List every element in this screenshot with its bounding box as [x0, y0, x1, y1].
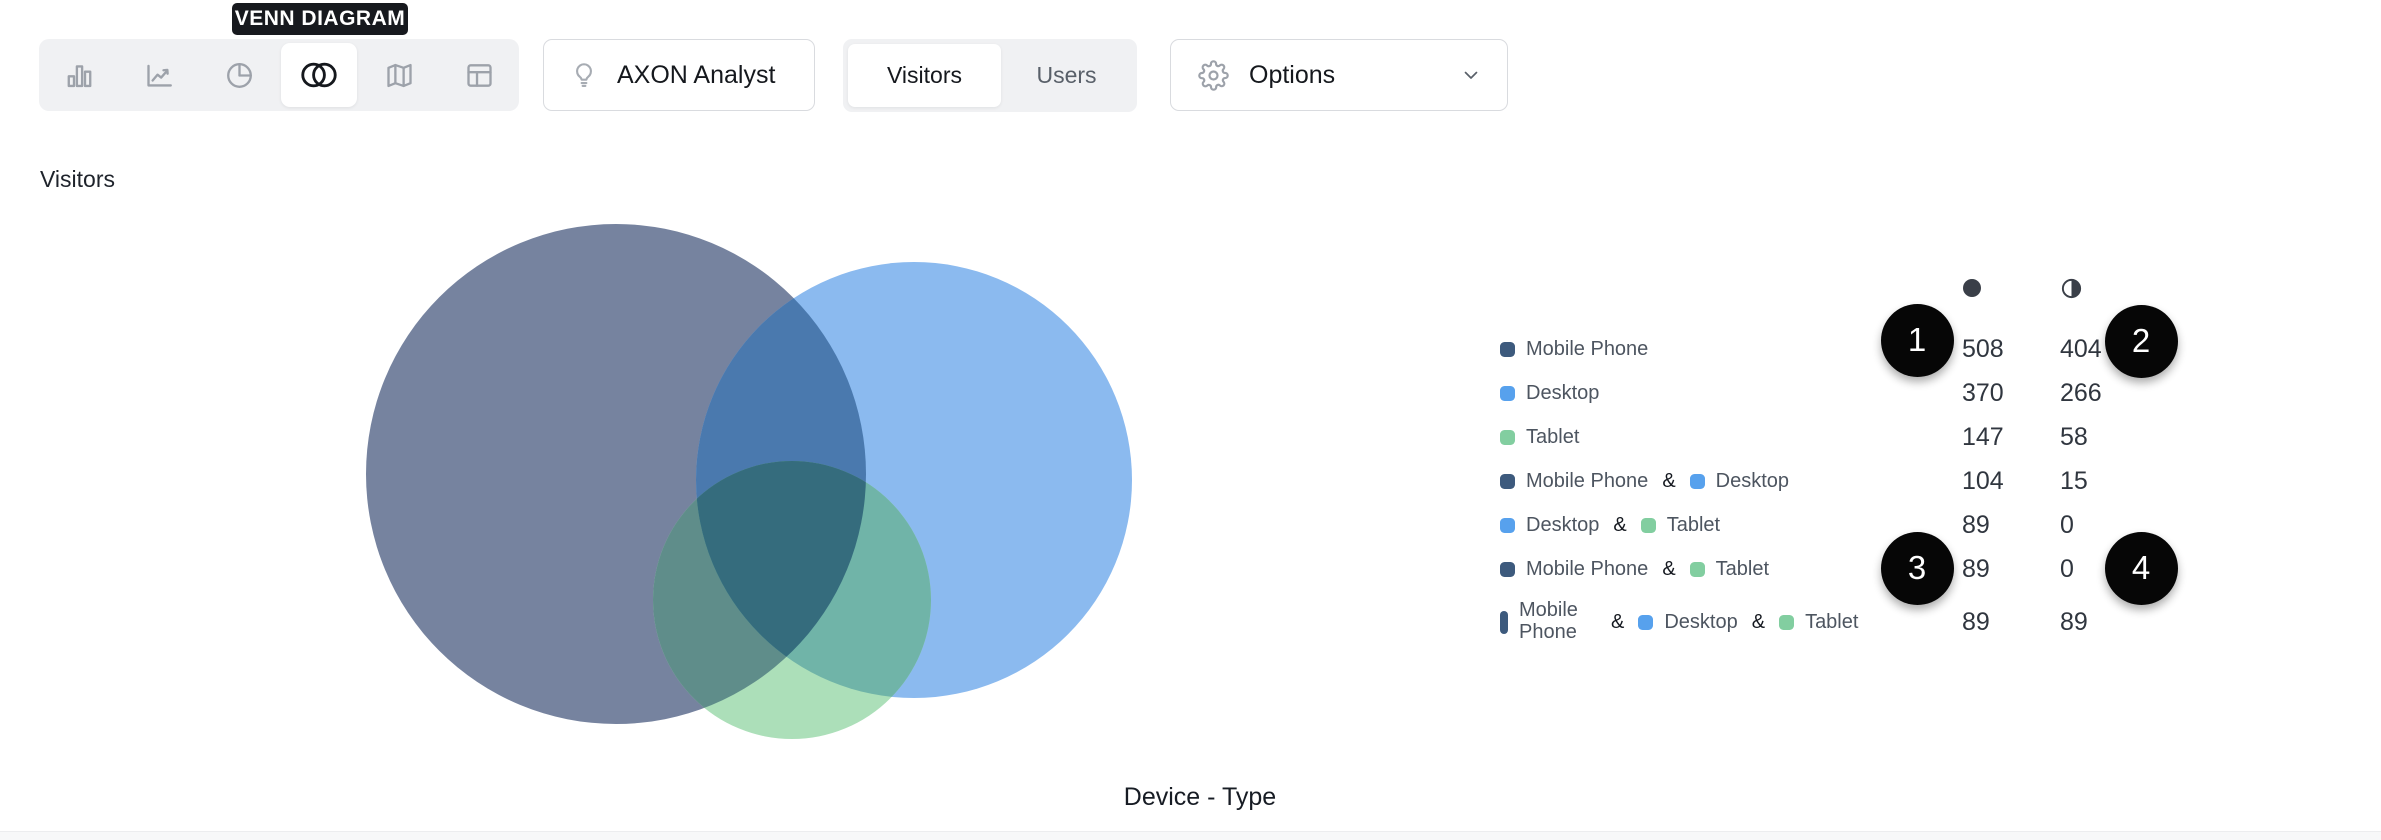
half-circle-icon	[2061, 278, 2082, 298]
chevron-down-icon	[1464, 71, 1478, 79]
legend-row-sets: Desktop	[1500, 382, 1962, 405]
bar-chart-icon	[67, 64, 91, 87]
legend-value-exclusive: 0	[2060, 554, 2074, 583]
legend-swatch-desktop	[1500, 385, 1515, 401]
legend-set-label: Mobile Phone	[1526, 469, 1649, 492]
legend-set-label: Tablet	[1666, 513, 1721, 536]
legend-row-sets: Mobile Phone & Tablet	[1500, 558, 1962, 581]
legend-value-total: 147	[1962, 422, 2004, 451]
visitors-users-tabs: Visitors Users	[843, 39, 1137, 112]
legend-value-total: 104	[1962, 466, 2004, 495]
legend-swatch-mobile	[1500, 561, 1515, 577]
legend-swatch-desktop	[1638, 614, 1654, 630]
legend-row[interactable]: Mobile Phone 508 404	[1500, 327, 2162, 371]
options-label: Options	[1249, 60, 1336, 89]
legend-row-sets: Mobile Phone & Desktop & Tablet	[1500, 600, 1962, 643]
legend-swatch-tablet	[1500, 429, 1515, 445]
line-chart-icon	[146, 64, 172, 87]
gear-icon	[1198, 59, 1229, 91]
som-mark-4: 4	[2104, 531, 2178, 605]
lightbulb-icon	[575, 63, 593, 87]
legend-row[interactable]: Mobile Phone & Desktop & Tablet 89 89	[1500, 591, 2162, 653]
next-section-edge	[0, 831, 2381, 840]
legend-value-exclusive: 15	[2060, 466, 2088, 495]
toolbar-item-pie-chart[interactable]	[199, 39, 279, 111]
legend-separator: &	[1662, 469, 1676, 492]
options-button[interactable]: Options	[1170, 39, 1508, 111]
legend-set-label: Mobile Phone	[1526, 557, 1649, 580]
legend-swatch-desktop	[1500, 517, 1515, 533]
legend-swatch-mobile	[1500, 341, 1515, 357]
table-icon	[466, 63, 492, 87]
legend-separator: &	[1611, 610, 1625, 633]
legend-header	[1500, 265, 2162, 311]
tab-users[interactable]: Users	[1036, 62, 1097, 88]
legend-row-sets: Desktop & Tablet	[1500, 514, 1962, 537]
legend-rows: Mobile Phone 508 404 Desktop 370 266 Tablet 147…	[1500, 327, 2162, 653]
legend-set-label: Desktop	[1715, 469, 1790, 492]
legend-set-label: Tablet	[1526, 425, 1580, 448]
legend-value-total: 89	[1962, 510, 1990, 539]
legend-set-label: Tablet	[1715, 557, 1770, 580]
legend-set-label: Desktop	[1526, 513, 1600, 536]
legend-col-total	[1962, 279, 2060, 297]
legend-value-total: 89	[1962, 607, 1990, 636]
legend-value-exclusive: 0	[2060, 510, 2074, 539]
legend-value-exclusive: 89	[2060, 607, 2088, 636]
legend-swatch-mobile	[1500, 473, 1515, 489]
pie-chart-icon	[226, 62, 252, 88]
toolbar-item-line-chart[interactable]	[119, 39, 199, 111]
legend-row[interactable]: Desktop & Tablet 89 0	[1500, 503, 2162, 547]
legend-row-sets: Mobile Phone	[1500, 338, 1962, 361]
tab-visitors[interactable]: Visitors	[848, 44, 1001, 107]
legend-row[interactable]: Mobile Phone & Tablet 89 0	[1500, 547, 2162, 591]
som-mark-3: 3	[1880, 531, 1954, 605]
tooltip-venn-diagram: VENN DIAGRAM	[232, 3, 408, 35]
legend: Mobile Phone 508 404 Desktop 370 266 Tablet 147…	[1500, 265, 2162, 653]
legend-value-exclusive: 58	[2060, 422, 2088, 451]
legend-separator: &	[1751, 610, 1766, 633]
axon-analyst-button[interactable]: AXON Analyst	[543, 39, 815, 111]
legend-swatch-tablet	[1640, 517, 1656, 533]
legend-row-sets: Mobile Phone & Desktop	[1500, 470, 1962, 493]
legend-col-exclusive	[2060, 277, 2160, 300]
axis-label: Device - Type	[1123, 783, 1277, 811]
som-mark-2: 2	[2104, 304, 2178, 378]
legend-value-total: 89	[1962, 554, 1990, 583]
legend-row-sets: Tablet	[1500, 426, 1962, 449]
legend-separator: &	[1662, 557, 1676, 580]
legend-swatch-tablet	[1779, 614, 1795, 630]
legend-swatch-mobile	[1500, 610, 1508, 634]
legend-value-total: 508	[1962, 334, 2004, 363]
legend-set-label: Desktop	[1664, 610, 1738, 633]
toolbar-item-venn-diagram[interactable]	[279, 39, 359, 111]
page-title: Visitors	[40, 166, 115, 192]
toolbar-item-bar-chart[interactable]	[39, 39, 119, 111]
legend-value-total: 370	[1962, 378, 2004, 407]
filled-circle-icon	[1963, 279, 1981, 297]
legend-set-label: Mobile Phone	[1519, 599, 1578, 643]
legend-separator: &	[1613, 513, 1627, 536]
legend-row[interactable]: Tablet 147 58	[1500, 415, 2162, 459]
legend-row[interactable]: Desktop 370 266	[1500, 371, 2162, 415]
legend-set-label: Desktop	[1526, 381, 1600, 404]
venn-diagram-icon	[301, 62, 337, 88]
legend-value-exclusive: 266	[2060, 378, 2102, 407]
legend-row[interactable]: Mobile Phone & Desktop 104 15	[1500, 459, 2162, 503]
legend-set-label: Tablet	[1805, 610, 1859, 633]
som-mark-1: 1	[1880, 303, 1954, 377]
legend-swatch-tablet	[1689, 561, 1705, 577]
legend-value-exclusive: 404	[2060, 334, 2102, 363]
legend-set-label: Mobile Phone	[1526, 337, 1649, 360]
legend-swatch-desktop	[1689, 473, 1705, 489]
toolbar-item-table[interactable]	[439, 39, 519, 111]
map-icon	[386, 63, 412, 87]
axon-analyst-label: AXON Analyst	[617, 60, 776, 89]
chart-type-toolbar	[39, 39, 519, 111]
toolbar-item-map[interactable]	[359, 39, 439, 111]
